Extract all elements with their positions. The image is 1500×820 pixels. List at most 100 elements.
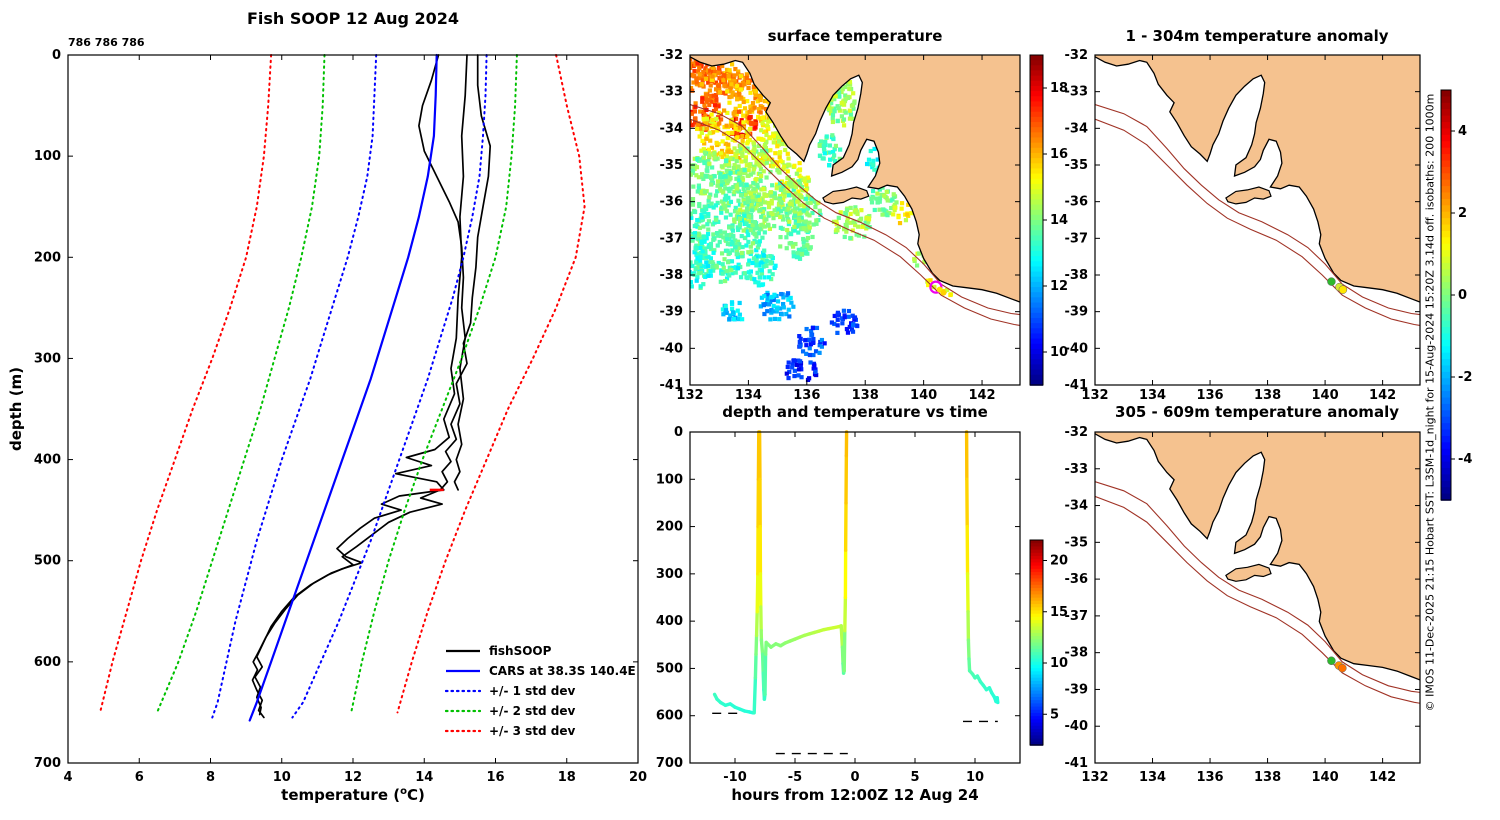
- legend-label: fishSOOP: [489, 644, 552, 658]
- svg-text:20: 20: [629, 770, 647, 785]
- svg-text:-4: -4: [1458, 452, 1472, 467]
- anomaly-shallow-map: [1095, 55, 1420, 326]
- svg-text:300: 300: [34, 351, 61, 366]
- svg-text:4: 4: [63, 770, 72, 785]
- svg-text:134: 134: [735, 388, 762, 403]
- svg-text:142: 142: [1369, 388, 1396, 403]
- svg-text:-10: -10: [723, 770, 747, 785]
- svg-text:-40: -40: [1065, 719, 1089, 734]
- legend-label: +/- 2 std dev: [489, 704, 576, 718]
- anomaly-deep-map: [1095, 432, 1420, 704]
- legend-item-0: fishSOOP: [445, 641, 636, 661]
- svg-text:16: 16: [486, 770, 504, 785]
- svg-text:132: 132: [1081, 388, 1108, 403]
- xlabel-text2: C): [406, 786, 425, 804]
- svg-text:20: 20: [1050, 554, 1068, 569]
- time-xaxis-label: hours from 12:00Z 12 Aug 24: [731, 786, 979, 804]
- svg-text:136: 136: [793, 388, 820, 403]
- svg-text:200: 200: [34, 250, 61, 265]
- legend-item-1: CARS at 38.3S 140.4E: [445, 661, 636, 681]
- legend-line-sample: [446, 669, 480, 673]
- svg-text:140: 140: [1312, 770, 1339, 785]
- svg-text:-2: -2: [1458, 370, 1472, 385]
- legend-item-4: +/- 3 std dev: [445, 721, 636, 741]
- legend-item-3: +/- 2 std dev: [445, 701, 636, 721]
- svg-text:16: 16: [1050, 147, 1068, 162]
- svg-text:15: 15: [1050, 605, 1068, 620]
- svg-text:700: 700: [656, 756, 683, 771]
- svg-text:700: 700: [34, 756, 61, 771]
- svg-text:600: 600: [34, 655, 61, 670]
- svg-text:-39: -39: [1065, 682, 1089, 697]
- svg-text:-38: -38: [660, 268, 684, 283]
- svg-text:400: 400: [34, 453, 61, 468]
- svg-text:8: 8: [206, 770, 215, 785]
- svg-text:-37: -37: [1065, 231, 1089, 246]
- svg-text:-39: -39: [660, 305, 684, 320]
- profile-yaxis-label: depth (m): [7, 366, 25, 452]
- svg-text:-5: -5: [788, 770, 802, 785]
- legend-label: +/- 3 std dev: [489, 724, 576, 738]
- legend-item-2: +/- 1 std dev: [445, 681, 636, 701]
- svg-text:132: 132: [1081, 770, 1108, 785]
- svg-text:-33: -33: [660, 85, 684, 100]
- svg-text:500: 500: [34, 554, 61, 569]
- time-panel-title: depth and temperature vs time: [722, 403, 988, 421]
- svg-text:-40: -40: [1065, 341, 1089, 356]
- svg-text:300: 300: [656, 567, 683, 582]
- svg-text:10: 10: [966, 770, 984, 785]
- legend-label: +/- 1 std dev: [489, 684, 576, 698]
- svg-text:-41: -41: [1065, 756, 1089, 771]
- svg-text:-40: -40: [660, 341, 684, 356]
- sst-map-title: surface temperature: [767, 27, 943, 45]
- svg-text:138: 138: [1254, 388, 1281, 403]
- svg-text:5: 5: [1050, 707, 1059, 722]
- legend-line-sample: [446, 649, 480, 653]
- svg-text:-38: -38: [1065, 268, 1089, 283]
- svg-text:100: 100: [656, 472, 683, 487]
- svg-text:500: 500: [656, 661, 683, 676]
- svg-text:0: 0: [52, 48, 61, 63]
- svg-text:0: 0: [1458, 288, 1467, 303]
- svg-text:-35: -35: [660, 158, 684, 173]
- svg-text:138: 138: [1254, 770, 1281, 785]
- svg-text:-32: -32: [1065, 425, 1089, 440]
- svg-text:-35: -35: [1065, 535, 1089, 550]
- svg-text:18: 18: [1050, 81, 1068, 96]
- svg-text:136: 136: [1196, 388, 1223, 403]
- profile-xaxis-label: temperature (oC): [281, 786, 425, 804]
- svg-text:0: 0: [674, 425, 683, 440]
- svg-text:140: 140: [1312, 388, 1339, 403]
- svg-text:0: 0: [850, 770, 859, 785]
- svg-text:142: 142: [1369, 770, 1396, 785]
- legend-line-sample: [445, 689, 481, 693]
- xlabel-sup: o: [400, 786, 407, 797]
- svg-text:12: 12: [344, 770, 362, 785]
- svg-text:-36: -36: [1065, 572, 1089, 587]
- svg-text:10: 10: [1050, 345, 1068, 360]
- xlabel-text: temperature (: [281, 786, 401, 804]
- svg-text:4: 4: [1458, 124, 1467, 139]
- svg-text:-34: -34: [660, 121, 684, 136]
- svg-text:-37: -37: [660, 231, 684, 246]
- svg-text:10: 10: [1050, 656, 1068, 671]
- svg-text:-32: -32: [660, 48, 684, 63]
- svg-text:-41: -41: [1065, 378, 1089, 393]
- svg-text:132: 132: [676, 388, 703, 403]
- svg-text:-36: -36: [1065, 195, 1089, 210]
- svg-text:-41: -41: [660, 378, 684, 393]
- sst-map: [690, 55, 1020, 383]
- svg-text:-37: -37: [1065, 609, 1089, 624]
- svg-text:-33: -33: [1065, 85, 1089, 100]
- svg-text:12: 12: [1050, 279, 1068, 294]
- svg-text:600: 600: [656, 709, 683, 724]
- svg-text:18: 18: [558, 770, 576, 785]
- profile-ids: 786 786 786: [68, 36, 145, 49]
- svg-text:-36: -36: [660, 195, 684, 210]
- svg-text:5: 5: [910, 770, 919, 785]
- svg-text:14: 14: [1050, 213, 1068, 228]
- profile-legend: fishSOOP CARS at 38.3S 140.4E +/- 1 std de…: [445, 641, 636, 741]
- svg-text:-39: -39: [1065, 305, 1089, 320]
- svg-text:-32: -32: [1065, 48, 1089, 63]
